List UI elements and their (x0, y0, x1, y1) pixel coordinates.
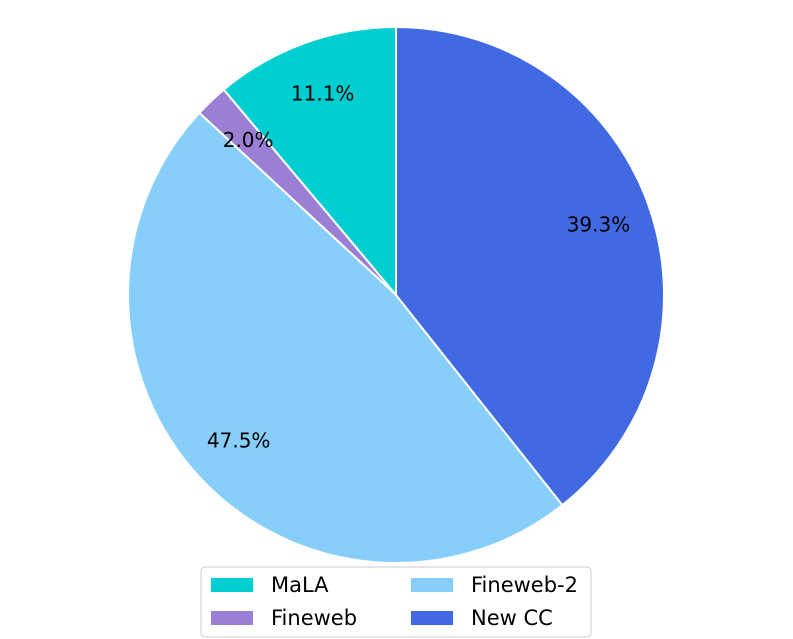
pie-percent-labels: 11.1% 2.0% 47.5% 39.3% (207, 82, 630, 453)
pie-label-fineweb: 2.0% (223, 128, 274, 152)
pie-slice-fineweb-2 (127, 111, 564, 564)
pie-slice-new-cc (395, 26, 665, 507)
legend: MaLA Fineweb Fineweb-2 New CC (200, 566, 592, 638)
legend-frame (200, 566, 592, 638)
legend-swatch-mala (211, 578, 253, 592)
legend-label-mala: MaLA (271, 573, 329, 597)
legend-swatch-new-cc (411, 611, 453, 625)
legend-swatch-fineweb (211, 611, 253, 625)
legend-label-new-cc: New CC (471, 606, 553, 630)
legend-swatch-fineweb-2 (411, 578, 453, 592)
pie-label-mala: 11.1% (291, 82, 355, 106)
pie-slices (127, 26, 665, 564)
legend-label-fineweb: Fineweb (271, 606, 357, 630)
pie-label-fineweb-2: 47.5% (207, 429, 271, 453)
legend-label-fineweb-2: Fineweb-2 (471, 573, 578, 597)
pie-label-new-cc: 39.3% (567, 213, 631, 237)
pie-slice-mala (222, 26, 397, 296)
